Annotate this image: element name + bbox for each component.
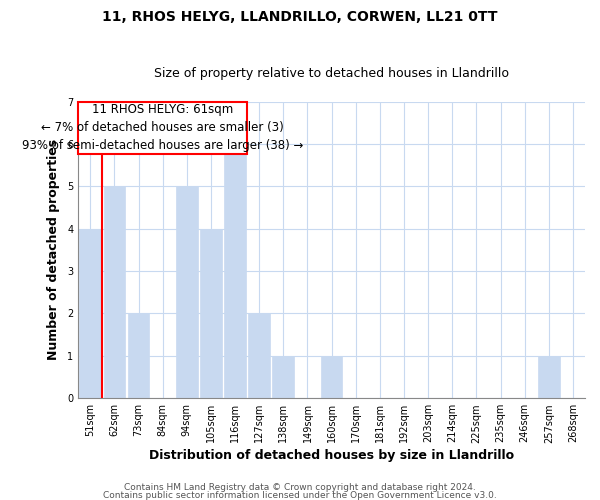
Text: Contains public sector information licensed under the Open Government Licence v3: Contains public sector information licen… <box>103 490 497 500</box>
Bar <box>321 356 343 398</box>
Bar <box>248 314 270 398</box>
Bar <box>538 356 560 398</box>
Bar <box>176 186 197 398</box>
Bar <box>104 186 125 398</box>
Title: Size of property relative to detached houses in Llandrillo: Size of property relative to detached ho… <box>154 66 509 80</box>
Bar <box>224 144 246 398</box>
Bar <box>200 228 222 398</box>
Bar <box>79 228 101 398</box>
Text: 11 RHOS HELYG: 61sqm
← 7% of detached houses are smaller (3)
93% of semi-detache: 11 RHOS HELYG: 61sqm ← 7% of detached ho… <box>22 104 304 152</box>
Text: 11, RHOS HELYG, LLANDRILLO, CORWEN, LL21 0TT: 11, RHOS HELYG, LLANDRILLO, CORWEN, LL21… <box>102 10 498 24</box>
Bar <box>272 356 294 398</box>
Text: Contains HM Land Registry data © Crown copyright and database right 2024.: Contains HM Land Registry data © Crown c… <box>124 484 476 492</box>
Y-axis label: Number of detached properties: Number of detached properties <box>47 140 60 360</box>
FancyBboxPatch shape <box>78 102 247 154</box>
Bar <box>128 314 149 398</box>
X-axis label: Distribution of detached houses by size in Llandrillo: Distribution of detached houses by size … <box>149 450 514 462</box>
